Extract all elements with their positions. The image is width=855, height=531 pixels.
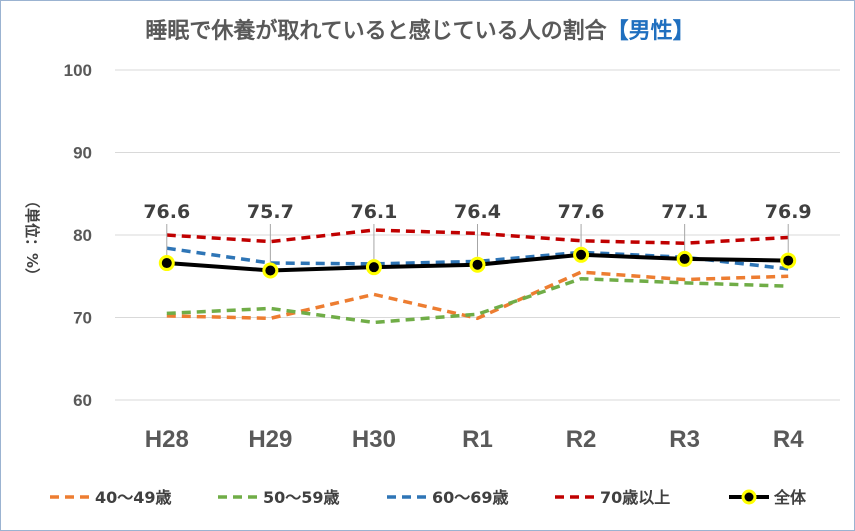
y-axis-ticks: 60 70 80 90 100	[64, 61, 92, 410]
legend-label: 40～49歳	[95, 488, 172, 507]
chart-title-suffix: 【男性】	[607, 19, 695, 44]
x-axis-ticks: H28 H29 H30 R1 R2 R3 R4	[145, 426, 804, 453]
data-label: 77.1	[661, 201, 708, 223]
chart-title: 睡眠で休養が取れていると感じている人の割合【男性】	[145, 18, 694, 44]
x-tick-label: R1	[462, 426, 493, 453]
y-tick-label: 100	[64, 61, 92, 80]
x-tick-label: R2	[566, 426, 597, 453]
data-point-marker	[469, 256, 486, 273]
x-tick-label: R3	[669, 426, 700, 453]
series-line	[166, 276, 789, 325]
y-tick-label: 60	[73, 391, 92, 410]
x-tick-label: R4	[773, 426, 804, 453]
y-tick-label: 80	[73, 226, 92, 245]
data-point-marker	[573, 246, 590, 263]
data-label: 76.6	[143, 201, 190, 223]
data-label: 75.7	[247, 201, 294, 223]
data-point-marker	[158, 255, 175, 272]
legend-label: 60～69歳	[432, 488, 509, 507]
x-tick-label: H29	[248, 426, 292, 453]
data-point-marker	[365, 259, 382, 276]
data-markers	[158, 246, 797, 279]
data-label: 76.4	[454, 201, 501, 223]
data-label-leaders	[166, 224, 789, 263]
legend: 40～49歳 50～59歳 60～69歳 70歳以上 全体	[50, 488, 807, 507]
y-tick-label: 90	[73, 144, 92, 163]
data-labels: 76.6 75.7 76.1 76.4 77.6 77.1 76.9	[143, 201, 811, 223]
chart-title-main: 睡眠で休養が取れていると感じている人の割合	[145, 18, 607, 44]
x-tick-label: H30	[352, 426, 396, 453]
legend-marker	[741, 489, 757, 505]
legend-label: 全体	[773, 488, 807, 507]
legend-label: 50～59歳	[263, 488, 340, 507]
data-label: 77.6	[558, 201, 605, 223]
y-axis-label-group: （単位：%）	[23, 193, 41, 283]
y-tick-label: 70	[73, 309, 92, 328]
data-point-marker	[262, 262, 279, 279]
x-tick-label: H28	[145, 426, 189, 453]
data-point-marker	[780, 252, 797, 269]
data-label: 76.9	[765, 201, 812, 223]
data-label: 76.1	[350, 201, 397, 223]
y-axis-label: （単位：%）	[23, 193, 41, 283]
series-line	[166, 270, 789, 321]
legend-label: 70歳以上	[600, 488, 670, 507]
data-point-marker	[676, 250, 693, 267]
